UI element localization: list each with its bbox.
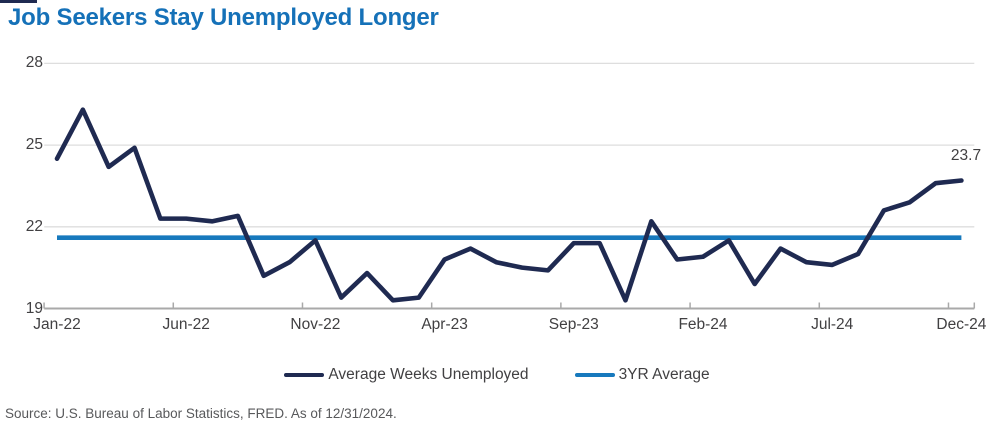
legend-item-average-weeks: Average Weeks Unemployed: [284, 366, 529, 384]
legend-label-3yr-average: 3YR Average: [618, 366, 710, 383]
chart-title: Job Seekers Stay Unemployed Longer: [8, 4, 439, 31]
legend: Average Weeks Unemployed 3YR Average: [0, 366, 994, 384]
last-value-label: 23.7: [950, 147, 982, 164]
average-line-swatch: [574, 372, 615, 378]
x-tick-label-apr23: Apr-23: [421, 316, 468, 333]
crop-artifact-line: [0, 0, 37, 3]
series-line: [54, 107, 964, 303]
source-note: Source: U.S. Bureau of Labor Statistics,…: [5, 406, 397, 421]
x-tick-label-feb24: Feb-24: [678, 316, 728, 333]
x-tick-label-sep23: Sep-23: [548, 316, 599, 333]
x-tick-label-jun22: Jun-22: [162, 316, 210, 333]
y-tick-label-19: 19: [25, 299, 43, 317]
x-tick-label-nov22: Nov-22: [290, 316, 341, 333]
x-tick-label-dec24: Dec-24: [936, 316, 987, 333]
y-tick-label-28: 28: [25, 54, 43, 72]
y-tick-label-25: 25: [25, 136, 43, 154]
x-tick-label-jul24: Jul-24: [811, 316, 854, 333]
x-tick-label-jan22: Jan-22: [33, 316, 81, 333]
series-line-swatch: [284, 372, 325, 378]
legend-item-3yr-average: 3YR Average: [574, 366, 710, 384]
legend-label-average-weeks: Average Weeks Unemployed: [328, 366, 529, 383]
y-tick-label-22: 22: [25, 217, 43, 235]
